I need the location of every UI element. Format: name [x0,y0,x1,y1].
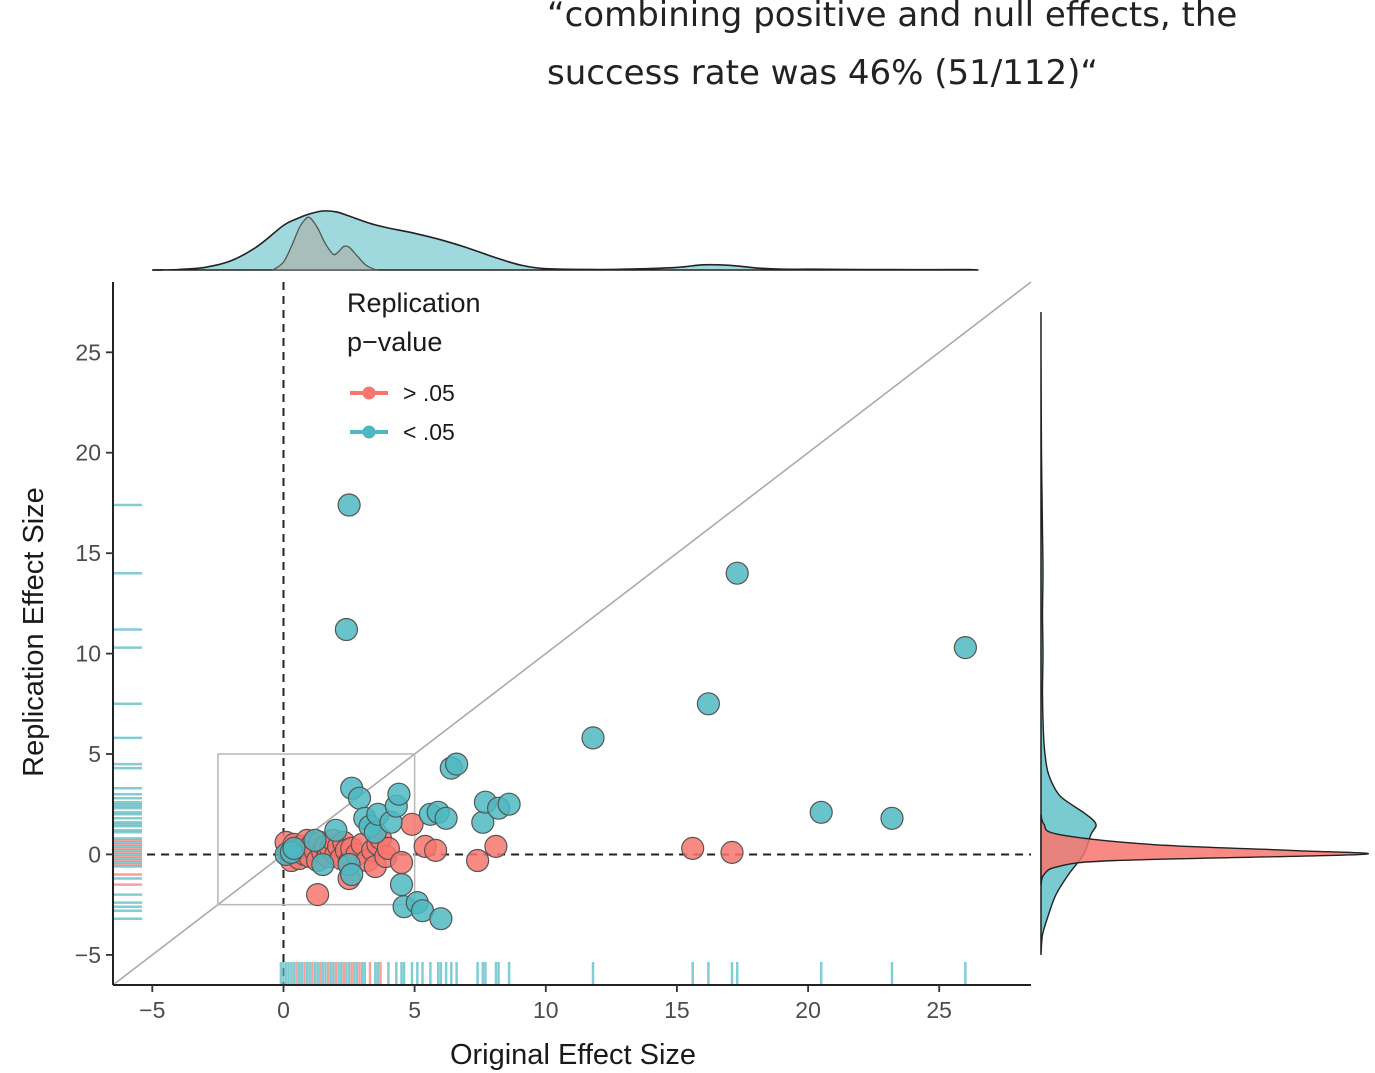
rug-marks [114,503,967,986]
legend-title-line-2: p−value [347,327,442,357]
point-nonsignificant [306,882,330,907]
top-density-significant [152,210,979,271]
point-significant [389,872,414,897]
legend-key-significant-dot [362,425,376,439]
point-significant [880,806,904,830]
identity-line [112,281,1032,986]
axes: −5 0 5 10 15 20 25 −5 0 5 10 15 20 25 [75,282,1031,1023]
point-nonsignificant [681,836,705,861]
y-tick-label: 10 [75,641,101,667]
x-tick-label: 10 [533,997,559,1023]
legend-key-nonsignificant-dot [362,386,376,400]
x-tick-label: 25 [926,997,952,1023]
top-density-plot [152,210,979,271]
point-significant [429,907,453,931]
point-nonsignificant [389,850,414,875]
point-significant [311,852,335,877]
x-tick-label: 20 [795,997,821,1023]
point-significant [445,752,469,776]
x-tick-label: 0 [277,997,290,1023]
right-density-plot [1040,312,1370,955]
point-significant [696,692,721,716]
point-significant [725,561,749,585]
point-nonsignificant [484,834,508,859]
legend-label-significant: < .05 [403,419,455,445]
point-significant [340,862,364,887]
legend-title-line-1: Replication [347,288,481,318]
point-significant [347,786,372,810]
legend: Replication p−value > .05 < .05 [347,288,481,445]
y-axis-title: Replication Effect Size [18,487,50,777]
point-significant [324,818,348,842]
point-significant [809,800,833,824]
point-nonsignificant [466,848,490,873]
scatter-points [274,493,978,931]
y-tick-label: 25 [75,339,101,365]
point-significant [303,828,327,853]
right-density-significant [1040,312,1097,955]
legend-label-nonsignificant: > .05 [403,380,455,406]
point-nonsignificant [720,840,744,865]
point-significant [334,617,358,642]
top-density-nonsignificant [271,216,379,271]
x-axis-title: Original Effect Size [450,1039,696,1071]
y-tick-label: 15 [75,540,101,566]
x-tick-label: −5 [139,997,165,1023]
y-tick-label: 0 [88,841,101,867]
point-significant [581,726,605,750]
point-significant [282,836,306,861]
point-significant [953,635,978,660]
annotation-line-1: “combining positive and null effects, th… [547,0,1238,35]
y-tick-label: −5 [75,942,101,968]
y-tick-label: 20 [75,440,101,466]
point-significant [337,493,361,517]
right-density-nonsignificant [1040,814,1370,885]
x-tick-label: 5 [408,997,421,1023]
annotation-line-2: success rate was 46% (51/112)“ [547,53,1098,93]
scatter-panel [112,281,1032,986]
annotation-quote: “combining positive and null effects, th… [547,0,1367,102]
y-tick-label: 5 [88,741,101,767]
point-significant [497,792,521,816]
point-significant [387,782,411,806]
point-significant [434,806,458,830]
point-nonsignificant [424,838,448,863]
x-tick-label: 15 [664,997,690,1023]
